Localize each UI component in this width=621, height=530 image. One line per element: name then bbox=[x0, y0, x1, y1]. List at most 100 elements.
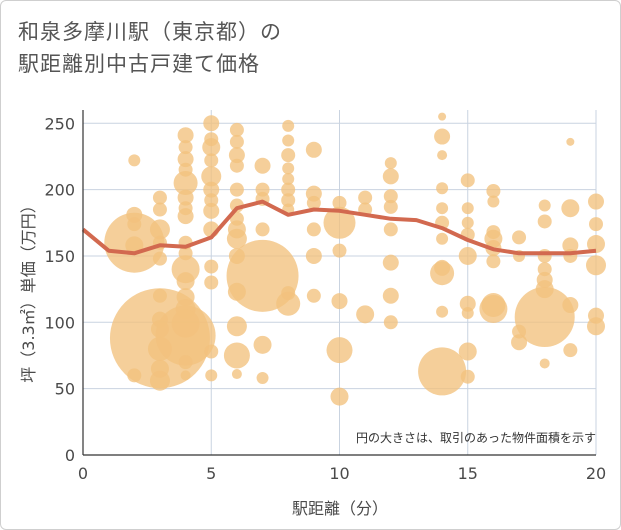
bubble-point bbox=[461, 202, 474, 215]
bubbles bbox=[104, 112, 606, 406]
bubble-point bbox=[356, 305, 375, 324]
bubble-point bbox=[512, 230, 527, 245]
bubble-point bbox=[282, 173, 295, 185]
bubble-point bbox=[479, 295, 508, 324]
bubble-point bbox=[539, 358, 550, 369]
y-tick-label: 250 bbox=[44, 114, 75, 133]
bubble-point bbox=[152, 190, 167, 205]
chart-title: 和泉多摩川駅（東京都）の 駅距離別中古戸建て価格 bbox=[18, 16, 282, 80]
bubble-point bbox=[331, 293, 348, 310]
bubble-point bbox=[461, 216, 474, 229]
bubble-point bbox=[330, 387, 349, 406]
bubble-point bbox=[384, 157, 397, 170]
bubble-point bbox=[201, 166, 222, 187]
bubble-point bbox=[203, 202, 220, 219]
bubble-point bbox=[305, 247, 322, 264]
bubble-point bbox=[434, 128, 451, 145]
bubble-point bbox=[255, 222, 270, 237]
bubble-point bbox=[204, 259, 219, 274]
bubble-point bbox=[254, 157, 271, 174]
trend-line bbox=[81, 199, 597, 256]
bubble-point bbox=[430, 261, 455, 286]
bubble-point bbox=[589, 217, 603, 232]
bubble-point bbox=[383, 189, 398, 204]
bubble-point bbox=[438, 112, 447, 121]
bubble-point bbox=[537, 248, 552, 263]
bubble-point bbox=[229, 182, 244, 197]
bubble-point bbox=[587, 317, 605, 336]
bubble-point bbox=[382, 287, 399, 304]
bubble-point bbox=[276, 291, 301, 316]
bubble-point bbox=[282, 162, 295, 175]
bubble-point bbox=[223, 342, 250, 369]
bubble-point bbox=[149, 219, 170, 240]
bubble-point bbox=[326, 337, 353, 364]
bubble-point bbox=[177, 151, 194, 168]
bubble-point bbox=[152, 251, 167, 266]
bubble-point bbox=[204, 344, 219, 359]
chart-title-line2: 駅距離別中古戸建て価格 bbox=[18, 52, 260, 76]
bubble-point bbox=[226, 316, 247, 337]
bubble-point bbox=[306, 222, 321, 237]
bubble-point bbox=[176, 272, 195, 291]
bubble-point bbox=[149, 370, 170, 391]
x-tick-label: 0 bbox=[78, 464, 88, 483]
bubble-point bbox=[128, 154, 141, 167]
bubble-point bbox=[173, 170, 198, 195]
bubble-point bbox=[177, 189, 194, 206]
bubble-point bbox=[461, 307, 474, 320]
bubble-point bbox=[436, 182, 449, 195]
bubble-point bbox=[358, 190, 373, 205]
bubble-point bbox=[282, 134, 295, 147]
size-note: 円の大きさは、取引のあった物件面積を示す bbox=[356, 430, 596, 445]
bubble-point bbox=[459, 295, 476, 312]
y-tick-label: 150 bbox=[44, 247, 75, 266]
chart-title-line1: 和泉多摩川駅（東京都）の bbox=[18, 20, 282, 44]
bubble-point bbox=[178, 140, 193, 155]
x-tick-label: 5 bbox=[206, 464, 216, 483]
bubble-point bbox=[383, 199, 398, 214]
bubble-point bbox=[306, 288, 321, 303]
bubble-point bbox=[204, 275, 219, 290]
bubble-point bbox=[562, 297, 579, 314]
bubble-point bbox=[538, 199, 551, 212]
y-tick-label: 100 bbox=[44, 313, 75, 332]
bubble-point bbox=[226, 239, 299, 312]
bubble-point bbox=[437, 150, 448, 161]
bubble-point bbox=[511, 334, 528, 351]
bubble-point bbox=[514, 287, 575, 347]
bubble-point bbox=[202, 138, 221, 157]
x-tick-label: 20 bbox=[586, 464, 606, 483]
bubble-point bbox=[418, 347, 467, 396]
bubble-point bbox=[537, 214, 552, 229]
y-tick-label: 50 bbox=[55, 380, 75, 399]
bubble-point bbox=[561, 199, 580, 218]
bubble-point bbox=[332, 243, 347, 258]
bubble-point bbox=[332, 195, 347, 210]
bubble-point bbox=[253, 335, 272, 354]
bubble-point bbox=[205, 369, 218, 382]
bubble-point bbox=[587, 235, 605, 254]
bubble-point bbox=[178, 355, 193, 370]
y-tick-label: 0 bbox=[65, 446, 75, 465]
bubble-point bbox=[177, 127, 194, 144]
bubble-point bbox=[486, 254, 501, 269]
bubble-point bbox=[586, 255, 606, 276]
bubble-point bbox=[203, 181, 220, 198]
bubble-point bbox=[256, 372, 269, 385]
bubble-point bbox=[305, 141, 322, 158]
bubble-point bbox=[155, 305, 216, 366]
bubble-point bbox=[180, 370, 191, 381]
x-tick-label: 15 bbox=[458, 464, 478, 483]
bubble-point bbox=[282, 119, 295, 132]
bubble-point bbox=[460, 173, 475, 188]
bubble-point bbox=[436, 202, 449, 215]
bubble-point bbox=[588, 193, 604, 210]
bubble-point bbox=[383, 315, 398, 330]
bubble-point bbox=[566, 137, 575, 146]
bubble-point bbox=[203, 115, 220, 132]
bubble-point bbox=[383, 222, 398, 237]
bubble-point bbox=[281, 182, 296, 197]
